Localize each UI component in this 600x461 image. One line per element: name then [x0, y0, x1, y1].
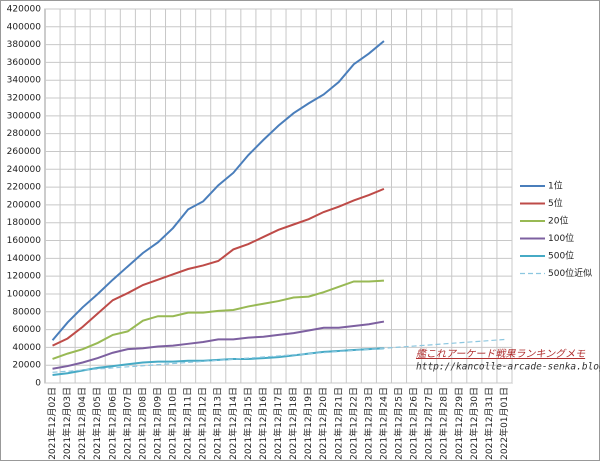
- x-tick-label: 2021年12月16日: [257, 387, 269, 460]
- y-tick-label: 420000: [7, 5, 42, 15]
- x-tick-label: 2021年12月27日: [423, 387, 435, 460]
- legend-label: 500位近似: [548, 267, 592, 279]
- y-tick-label: 300000: [7, 111, 42, 121]
- x-tick-label: 2021年12月11日: [182, 387, 194, 460]
- legend-label: 1位: [548, 180, 563, 192]
- x-tick-label: 2021年12月12日: [197, 387, 209, 460]
- x-tick-label: 2021年12月18日: [287, 387, 299, 460]
- x-tick-label: 2021年12月29日: [453, 387, 465, 460]
- y-tick-label: 340000: [7, 76, 42, 86]
- legend-label: 20位: [548, 215, 568, 227]
- x-tick-label: 2021年12月03日: [61, 387, 73, 460]
- series-line: [52, 338, 505, 373]
- series-line: [51, 40, 385, 341]
- x-tick-label: 2021年12月19日: [302, 387, 314, 460]
- y-tick-label: 180000: [7, 218, 42, 228]
- x-tick-label: 2021年12月22日: [347, 387, 359, 460]
- series-line: [52, 279, 385, 360]
- x-tick-label: 2021年12月25日: [393, 387, 405, 460]
- plot-area: [44, 8, 513, 384]
- x-tick-label: 2021年12月28日: [438, 387, 450, 460]
- x-tick-label: 2021年12月05日: [91, 387, 103, 460]
- series-line: [52, 347, 385, 376]
- x-tick-label: 2022年01月01日: [498, 387, 510, 460]
- y-tick-label: 20000: [12, 361, 41, 371]
- annotation: 艦これアーケード戦果ランキングメモ: [416, 348, 586, 360]
- annotation: http://kancolle-arcade-senka.blog.jp/: [416, 362, 600, 373]
- y-tick-label: 360000: [7, 58, 42, 68]
- y-tick-label: 260000: [7, 147, 42, 157]
- y-tick-label: 220000: [7, 183, 42, 193]
- x-tick-label: 2021年12月26日: [408, 387, 420, 460]
- y-tick-label: 120000: [7, 272, 42, 282]
- y-tick-label: 400000: [7, 22, 42, 32]
- y-tick-label: 240000: [7, 165, 42, 175]
- x-tick-label: 2021年12月21日: [332, 387, 344, 460]
- x-tick-label: 2021年12月02日: [46, 387, 58, 460]
- x-tick-label: 2021年12月09日: [151, 387, 163, 460]
- y-tick-label: 200000: [7, 200, 42, 210]
- x-tick-label: 2021年12月17日: [272, 387, 284, 460]
- series-line: [52, 320, 385, 370]
- y-tick-label: 280000: [7, 129, 42, 139]
- y-tick-label: 140000: [7, 254, 42, 264]
- x-tick-label: 2021年12月15日: [242, 387, 254, 460]
- x-tick-label: 2021年12月13日: [212, 387, 224, 460]
- x-tick-label: 2021年12月04日: [76, 387, 88, 460]
- x-tick-label: 2021年12月14日: [227, 387, 239, 460]
- y-tick-label: 0: [35, 379, 41, 389]
- series-line: [52, 187, 385, 347]
- x-tick-label: 2021年12月24日: [377, 387, 389, 460]
- y-tick-label: 40000: [12, 343, 41, 353]
- x-tick-label: 2021年12月23日: [362, 387, 374, 460]
- legend-label: 100位: [548, 232, 574, 244]
- x-tick-label: 2021年12月31日: [483, 387, 495, 460]
- y-tick-label: 380000: [7, 40, 42, 50]
- y-tick-label: 160000: [7, 236, 42, 246]
- legend-label: 5位: [548, 197, 563, 209]
- x-tick-label: 2021年12月20日: [317, 387, 329, 460]
- y-tick-label: 80000: [12, 307, 41, 317]
- y-tick-label: 320000: [7, 94, 42, 104]
- legend-label: 500位: [548, 250, 574, 262]
- x-tick-label: 2021年12月08日: [136, 387, 148, 460]
- x-tick-label: 2021年12月10日: [167, 387, 179, 460]
- x-tick-label: 2021年12月30日: [468, 387, 480, 460]
- x-tick-label: 2021年12月07日: [121, 387, 133, 460]
- x-tick-label: 2021年12月06日: [106, 387, 118, 460]
- y-tick-label: 100000: [7, 289, 42, 299]
- y-tick-label: 60000: [12, 325, 41, 335]
